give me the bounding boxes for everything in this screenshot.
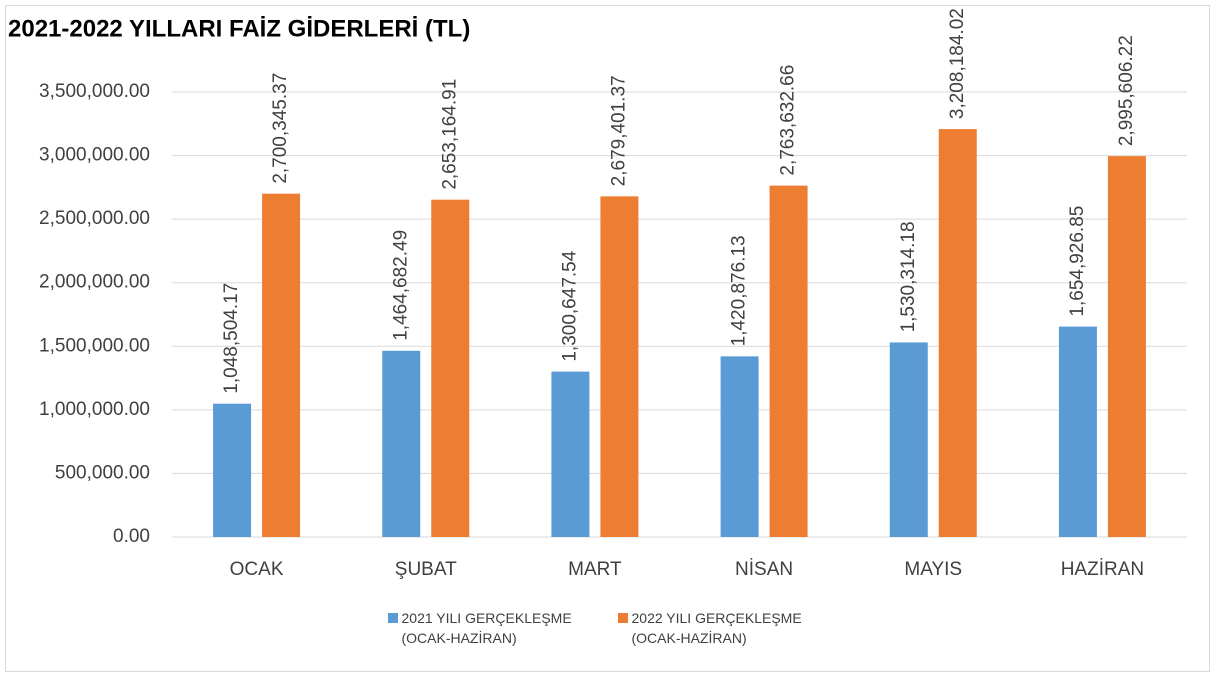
legend-label: 2021 YILI GERÇEKLEŞME (OCAK-HAZİRAN) — [401, 610, 572, 646]
legend-swatch — [617, 613, 628, 623]
value-label: 1,300,647.54 — [559, 250, 580, 361]
x-tick-label: MAYIS — [904, 559, 962, 580]
value-label: 2,700,345.37 — [270, 73, 291, 184]
y-tick-label: 3,000,000.00 — [39, 145, 150, 166]
legend: 2021 YILI GERÇEKLEŞME (OCAK-HAZİRAN) 2022… — [0, 608, 1215, 648]
legend-item: 2022 YILI GERÇEKLEŞME (OCAK-HAZİRAN) — [617, 608, 828, 648]
legend-label: 2022 YILI GERÇEKLEŞME (OCAK-HAZİRAN) — [631, 610, 802, 646]
y-tick-label: 500,000.00 — [55, 462, 150, 483]
bar — [600, 196, 639, 537]
x-tick-label: NİSAN — [735, 559, 793, 580]
x-tick-label: MART — [568, 559, 622, 580]
value-label: 1,048,504.17 — [221, 283, 242, 394]
bar — [213, 403, 252, 537]
bar — [431, 199, 470, 537]
x-tick-label: ŞUBAT — [395, 559, 457, 580]
y-tick-label: 0.00 — [113, 526, 150, 547]
value-label: 2,763,632.66 — [778, 65, 799, 176]
value-label: 3,208,184.02 — [947, 8, 968, 119]
bar — [889, 342, 928, 537]
value-label: 1,464,682.49 — [390, 230, 411, 341]
x-tick-label: OCAK — [230, 559, 284, 580]
x-tick-label: HAZİRAN — [1061, 559, 1144, 580]
y-tick-label: 2,000,000.00 — [39, 272, 150, 293]
value-label: 1,420,876.13 — [729, 235, 750, 346]
y-tick-label: 3,500,000.00 — [39, 81, 150, 102]
value-label: 2,679,401.37 — [608, 75, 629, 186]
legend-item: 2021 YILI GERÇEKLEŞME (OCAK-HAZİRAN) — [387, 608, 598, 648]
value-label: 1,530,314.18 — [898, 221, 919, 332]
value-label: 1,654,926.85 — [1067, 206, 1088, 317]
y-tick-label: 2,500,000.00 — [39, 208, 150, 229]
legend-swatch — [387, 613, 398, 623]
y-tick-label: 1,500,000.00 — [39, 335, 150, 356]
bar — [720, 356, 759, 537]
bar — [262, 193, 301, 537]
value-label: 2,653,164.91 — [439, 79, 460, 190]
bar — [1107, 156, 1146, 537]
value-label: 2,995,606.22 — [1116, 35, 1137, 146]
bar — [551, 371, 590, 537]
chart-title: 2021-2022 YILLARI FAİZ GİDERLERİ (TL) — [8, 15, 470, 42]
bar — [1058, 326, 1097, 537]
bar — [769, 185, 808, 537]
y-tick-label: 1,000,000.00 — [39, 399, 150, 420]
bar — [938, 129, 977, 538]
bar — [382, 350, 421, 537]
